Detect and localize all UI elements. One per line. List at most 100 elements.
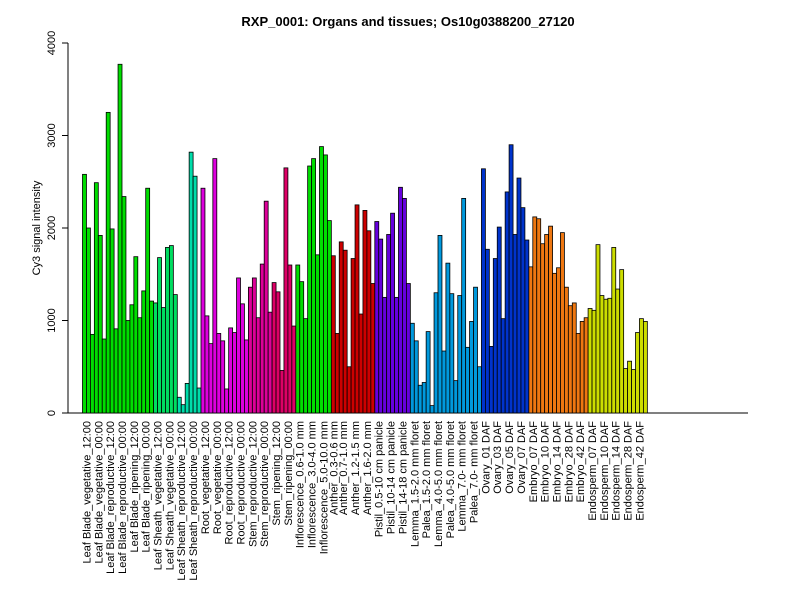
bar [591,309,597,414]
bar [465,346,470,414]
bar [461,197,467,414]
x-tick-label: Inflorescence_0.6-1.0 mm [295,421,307,548]
bar [453,380,459,414]
x-tick-label: Stem_reproductive_00:00 [259,421,271,547]
bar [97,234,103,414]
bar [643,321,648,414]
bar [560,232,565,414]
bar [216,333,222,414]
bar [224,388,230,414]
x-tick-label: Leaf Sheath_reproductive_00:00 [188,421,200,581]
x-tick-label: Pistil_14-18 cm panicle [397,421,409,534]
x-tick-label: Ovary_01 DAF [480,421,492,494]
bar [441,350,447,414]
bar [500,318,506,414]
bar [417,384,423,414]
x-tick-label: Leaf Blade_vegetative_00:00 [93,421,105,564]
bar [161,307,166,414]
category-labels: Leaf Blade_vegetative_12:00 Leaf Blade_ve… [81,421,646,581]
bar [504,191,510,414]
bar [457,295,463,414]
x-tick-label: Endosperm_10 DAF [599,421,611,521]
bar [319,146,324,414]
bar [405,283,411,414]
bar [149,300,154,414]
x-tick-label: Anther_0.3-0.6 mm [328,421,340,515]
x-tick-label: Embryo_10 DAF [540,421,552,503]
bar [311,158,316,414]
bar [374,221,380,414]
bar [236,277,241,414]
y-tick-label: 3000 [46,123,58,147]
bar [342,249,348,414]
bar [145,187,151,414]
bar [299,281,305,414]
bar [394,296,399,414]
bar [635,332,640,414]
bar [508,144,514,414]
x-tick-label: Anther_1.6-2.0 mm [362,421,374,515]
bar [137,317,143,414]
x-tick-label: Palea_7.0- mm floret [469,421,481,523]
bar [481,168,486,414]
bar [101,338,107,414]
bar [192,175,198,414]
bar [271,282,277,414]
x-tick-label: Lemma_7.0- mm floret [457,421,469,532]
x-tick-label: Leaf Blade_vegetative_12:00 [81,421,93,564]
bar [556,267,561,414]
bar [587,308,593,414]
bar [603,298,609,414]
bar [315,254,320,414]
bar [350,258,356,414]
bar [180,404,186,414]
bar [520,207,526,414]
x-tick-label: Stem_ripening_12:00 [271,421,283,526]
x-tick-label: Root_vegetative_12:00 [200,421,212,534]
bar [157,257,162,414]
bar [334,333,340,414]
x-tick-label: Root_reproductive_12:00 [224,421,236,545]
bar [279,370,285,414]
bar [330,255,336,414]
y-tick-label: 1000 [46,308,58,332]
bar [247,286,253,414]
bar [421,382,427,414]
x-tick-label: Stem_ripening_00:00 [283,421,295,526]
x-tick-label: Pistil_10-14 cm panicle [386,421,398,534]
bar [631,369,636,414]
bar [117,63,123,414]
bar [82,173,87,414]
bar [196,387,202,414]
x-tick-label: Ovary_07 DAF [516,421,528,494]
bar [251,277,257,414]
x-tick-label: Endosperm_28 DAF [623,421,635,521]
bar [378,238,384,414]
x-tick-label: Root_reproductive_00:00 [235,421,247,545]
bar [386,234,391,414]
bar [615,288,621,414]
bar [496,226,502,414]
bar [595,244,601,414]
x-tick-label: Lemma_4.0-5.0 mm floret [433,421,445,547]
bar [232,332,237,414]
bar [473,286,478,414]
bar [244,339,249,414]
bar [579,321,585,414]
bar [176,396,182,414]
bar [402,197,407,414]
bar [370,283,376,414]
bar [165,247,170,414]
x-tick-label: Leaf Sheath_vegetative_00:00 [164,421,176,570]
x-tick-label: Pistil_0.5-10 cm panicle [374,421,386,537]
bar [291,325,297,414]
bar [583,317,589,414]
bars-group [82,63,648,414]
bar [188,151,194,414]
bar [611,247,617,414]
bar [382,296,388,414]
bar [433,292,439,414]
bar [548,225,553,414]
bar [263,200,269,414]
